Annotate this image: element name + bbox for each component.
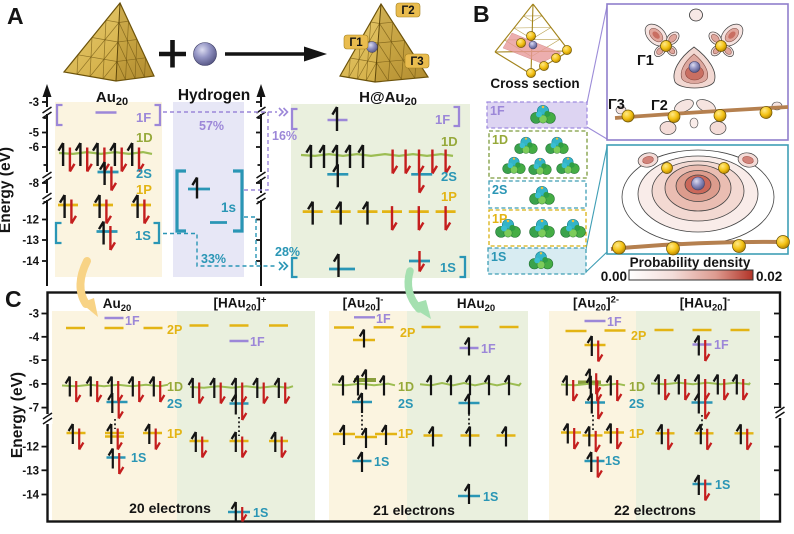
svg-text:1S: 1S bbox=[440, 260, 456, 275]
svg-text:2S: 2S bbox=[629, 397, 644, 411]
svg-text:1P: 1P bbox=[629, 427, 644, 441]
svg-text:1D: 1D bbox=[441, 134, 458, 149]
svg-text:1S: 1S bbox=[131, 451, 146, 465]
svg-text:-13: -13 bbox=[22, 465, 39, 477]
svg-text:Energy (eV): Energy (eV) bbox=[9, 372, 26, 458]
svg-text:-5: -5 bbox=[29, 355, 40, 367]
svg-text:1D: 1D bbox=[136, 130, 153, 145]
svg-text:1P: 1P bbox=[398, 427, 413, 441]
svg-text:1F: 1F bbox=[607, 315, 622, 329]
svg-text:2S: 2S bbox=[492, 183, 507, 197]
svg-text:Γ1: Γ1 bbox=[349, 37, 363, 49]
svg-text:1S: 1S bbox=[715, 478, 730, 492]
svg-text:1P: 1P bbox=[136, 182, 152, 197]
svg-text:-4: -4 bbox=[29, 332, 40, 344]
svg-text:Γ3: Γ3 bbox=[410, 56, 423, 68]
svg-text:1F: 1F bbox=[714, 338, 729, 352]
svg-text:1F: 1F bbox=[490, 104, 505, 118]
svg-text:-5: -5 bbox=[29, 128, 40, 140]
svg-text:1S: 1S bbox=[491, 250, 506, 264]
svg-text:1P: 1P bbox=[441, 189, 457, 204]
svg-text:1P: 1P bbox=[167, 427, 182, 441]
svg-text:Γ1: Γ1 bbox=[637, 53, 654, 69]
svg-text:Cross section: Cross section bbox=[490, 76, 579, 91]
svg-text:1S: 1S bbox=[374, 455, 389, 469]
svg-text:C: C bbox=[5, 286, 22, 312]
svg-text:Γ2: Γ2 bbox=[651, 98, 668, 114]
svg-text:1F: 1F bbox=[435, 112, 450, 127]
svg-text:Hydrogen: Hydrogen bbox=[178, 87, 250, 104]
svg-text:2S: 2S bbox=[136, 166, 152, 181]
svg-text:Γ2: Γ2 bbox=[401, 5, 414, 17]
svg-text:1S: 1S bbox=[135, 228, 151, 243]
svg-text:16%: 16% bbox=[272, 129, 297, 143]
svg-text:Probability density: Probability density bbox=[630, 255, 751, 270]
svg-text:0.00: 0.00 bbox=[601, 269, 627, 284]
svg-text:1D: 1D bbox=[167, 380, 183, 394]
svg-text:2P: 2P bbox=[631, 329, 646, 343]
svg-text:2S: 2S bbox=[441, 169, 457, 184]
svg-text:1F: 1F bbox=[481, 342, 496, 356]
svg-text:22 electrons: 22 electrons bbox=[614, 502, 696, 518]
svg-text:B: B bbox=[473, 1, 490, 27]
svg-text:1D: 1D bbox=[398, 380, 414, 394]
svg-text:-8: -8 bbox=[29, 178, 40, 190]
svg-text:2S: 2S bbox=[398, 397, 413, 411]
svg-text:2P: 2P bbox=[400, 326, 415, 340]
svg-text:1F: 1F bbox=[136, 110, 151, 125]
svg-text:20 electrons: 20 electrons bbox=[129, 500, 211, 516]
svg-text:-3: -3 bbox=[29, 309, 39, 321]
svg-text:-12: -12 bbox=[22, 215, 39, 227]
svg-text:-6: -6 bbox=[29, 142, 39, 154]
svg-text:Γ3: Γ3 bbox=[608, 97, 625, 113]
svg-text:57%: 57% bbox=[199, 119, 224, 133]
svg-text:-3: -3 bbox=[29, 97, 39, 109]
svg-text:2P: 2P bbox=[167, 323, 182, 337]
svg-text:-14: -14 bbox=[22, 490, 39, 502]
svg-text:33%: 33% bbox=[201, 252, 226, 266]
svg-text:1F: 1F bbox=[376, 312, 391, 326]
svg-text:1D: 1D bbox=[629, 380, 645, 394]
svg-text:0.02: 0.02 bbox=[756, 269, 782, 284]
svg-text:A: A bbox=[7, 3, 24, 29]
svg-text:-7: -7 bbox=[29, 403, 39, 415]
svg-text:1F: 1F bbox=[125, 314, 140, 328]
svg-text:1s: 1s bbox=[221, 200, 236, 215]
svg-text:1S: 1S bbox=[483, 490, 498, 504]
svg-text:-13: -13 bbox=[22, 235, 39, 247]
svg-text:1D: 1D bbox=[492, 133, 508, 147]
svg-text:21 electrons: 21 electrons bbox=[373, 502, 455, 518]
svg-text:-6: -6 bbox=[29, 379, 39, 391]
svg-text:1F: 1F bbox=[250, 335, 265, 349]
svg-text:1S: 1S bbox=[253, 506, 268, 520]
svg-text:1S: 1S bbox=[605, 454, 620, 468]
svg-text:-14: -14 bbox=[22, 256, 39, 268]
svg-text:Energy (eV): Energy (eV) bbox=[0, 147, 14, 233]
svg-text:2S: 2S bbox=[167, 397, 182, 411]
